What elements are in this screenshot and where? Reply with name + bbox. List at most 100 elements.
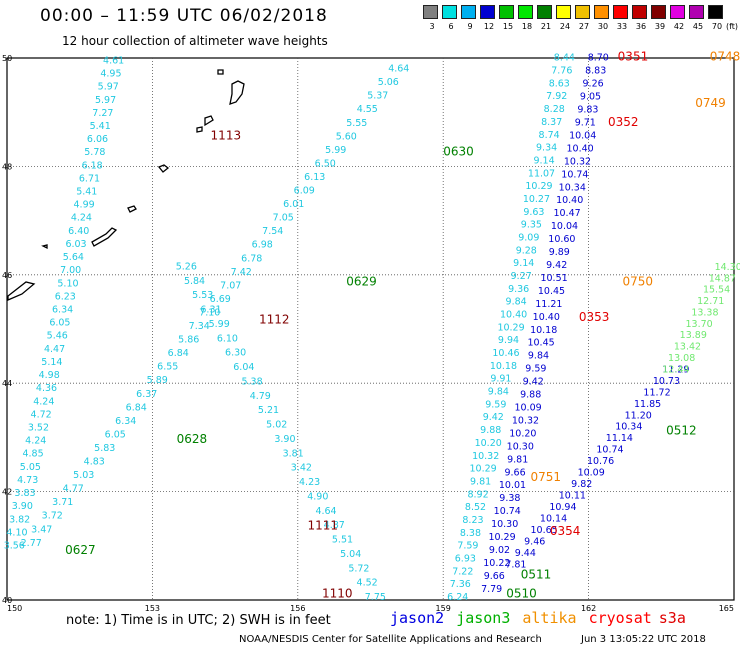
lat-lon-grid — [7, 58, 734, 600]
wave-height-value: 9.66 — [504, 467, 525, 478]
wave-height-value: 7.27 — [92, 108, 113, 119]
wave-height-value: 6.01 — [283, 199, 304, 210]
wave-height-value: 9.59 — [525, 364, 546, 375]
wave-height-value: 5.83 — [94, 443, 115, 454]
wave-height-value: 8.63 — [549, 78, 570, 89]
wave-height-value: 8.37 — [541, 117, 562, 128]
wave-height-value: 9.82 — [571, 479, 592, 490]
wave-height-value: 6.93 — [455, 553, 476, 564]
color-swatch-label: 18 — [521, 22, 533, 31]
wave-height-value: 6.13 — [304, 172, 325, 183]
footer-credit: NOAA/NESDIS Center for Satellite Applica… — [239, 634, 542, 645]
wave-height-value: 11.85 — [634, 399, 661, 410]
color-swatch-label: 36 — [635, 22, 647, 31]
color-swatch-label: 27 — [578, 22, 590, 31]
wave-height-value: 5.46 — [47, 331, 68, 342]
wave-height-value: 6.37 — [136, 389, 157, 400]
wave-height-value: 6.09 — [294, 186, 315, 197]
wave-height-value: 10.18 — [530, 325, 557, 336]
lon-tick-label: 153 — [145, 604, 160, 613]
wave-height-value: 6.40 — [68, 226, 89, 237]
wave-height-value: 10.60 — [548, 234, 575, 245]
lat-tick-label: 44 — [2, 379, 12, 388]
wave-height-value: 4.64 — [315, 506, 336, 517]
wave-height-value: 3.90 — [12, 501, 33, 512]
color-swatch-label: 45 — [692, 22, 704, 31]
wave-height-value: 3.42 — [291, 463, 312, 474]
wave-height-value: 6.06 — [87, 134, 108, 145]
wave-height-value: 4.79 — [250, 391, 271, 402]
wave-height-value: 4.73 — [17, 475, 38, 486]
wave-height-value: 10.74 — [596, 445, 623, 456]
color-swatch — [594, 5, 609, 19]
wave-height-value: 11.29 — [662, 364, 689, 375]
wave-height-value: 11.07 — [528, 168, 555, 179]
wave-height-value: 4.10 — [6, 527, 27, 538]
wave-height-value: 4.23 — [299, 477, 320, 488]
wave-height-value: 6.84 — [126, 402, 147, 413]
axis-tick-labels: 150 153 156 159 162 165 50 48 46 44 42 40 — [2, 54, 734, 613]
wave-height-value: 6.03 — [65, 239, 86, 250]
wave-height-value: 9.42 — [546, 260, 567, 271]
wave-height-value: 8.92 — [467, 489, 488, 500]
wave-height-value: 10.20 — [475, 438, 502, 449]
wave-height-value: 4.24 — [33, 396, 54, 407]
pass-time-label: 0628 — [177, 432, 208, 446]
wave-height-value: 7.75 — [365, 592, 386, 603]
wave-height-value: 10.30 — [507, 441, 534, 452]
wave-height-value: 9.59 — [485, 399, 506, 410]
satellite-name: cryosat — [588, 609, 652, 627]
wave-height-value: 7.76 — [551, 66, 572, 77]
wave-height-value: 4.72 — [31, 409, 52, 420]
wave-height-value: 10.09 — [578, 468, 605, 479]
pass-time-label: 1113 — [211, 128, 242, 142]
wave-height-value: 8.38 — [460, 528, 481, 539]
color-swatch-label: 33 — [616, 22, 628, 31]
wave-height-value: 4.52 — [357, 578, 378, 589]
wave-height-value: 4.61 — [103, 55, 124, 66]
pass-time-label: 0749 — [695, 96, 726, 110]
lat-tick-label: 50 — [2, 54, 12, 63]
wave-height-value: 4.99 — [74, 200, 95, 211]
wave-height-value: 9.46 — [524, 537, 545, 548]
wave-height-value: 9.88 — [520, 390, 541, 401]
lon-tick-label: 156 — [290, 604, 305, 613]
wave-height-value: 3.52 — [28, 423, 49, 434]
wave-height-value: 6.55 — [157, 362, 178, 373]
wave-height-value: 9.44 — [515, 548, 536, 559]
wave-height-value: 10.40 — [566, 143, 593, 154]
wave-height-value: 12.44 — [662, 364, 689, 375]
wave-height-value: 9.14 — [533, 155, 554, 166]
wave-height-value: 3.82 — [9, 514, 30, 525]
wave-height-value: 10.29 — [497, 322, 524, 333]
wave-height-value: 6.23 — [55, 291, 76, 302]
wave-height-value: 9.84 — [506, 297, 527, 308]
color-swatch — [499, 5, 514, 19]
wave-height-value: 5.51 — [332, 535, 353, 546]
wave-height-value: 5.05 — [20, 462, 41, 473]
wave-height-value: 7.36 — [450, 579, 471, 590]
color-swatch — [689, 5, 704, 19]
satellite-name: altika — [522, 609, 577, 627]
wave-height-value: 13.38 — [691, 307, 718, 318]
wave-height-value: 10.40 — [500, 310, 527, 321]
satellite-name: jason3 — [456, 609, 511, 627]
color-swatch — [518, 5, 533, 19]
wave-height-value: 7.59 — [457, 541, 478, 552]
lon-tick-label: 162 — [581, 604, 596, 613]
wave-height-value: 10.29 — [488, 532, 515, 543]
pass-time-label: 0510 — [506, 586, 537, 600]
wave-height-value: 3.83 — [14, 488, 35, 499]
wave-height-value: 6.31 — [200, 305, 221, 316]
wave-height-value: 5.99 — [209, 319, 230, 330]
wave-height-value: 10.32 — [472, 451, 499, 462]
color-swatch — [670, 5, 685, 19]
wave-height-value: 11.72 — [643, 387, 670, 398]
wave-height-value: 6.84 — [168, 348, 189, 359]
wave-height-value: 9.83 — [577, 105, 598, 116]
wave-height-value: 5.64 — [63, 252, 84, 263]
wave-height-value: 9.81 — [507, 454, 528, 465]
wave-height-value: 9.88 — [480, 425, 501, 436]
wave-height-value: 10.40 — [556, 195, 583, 206]
